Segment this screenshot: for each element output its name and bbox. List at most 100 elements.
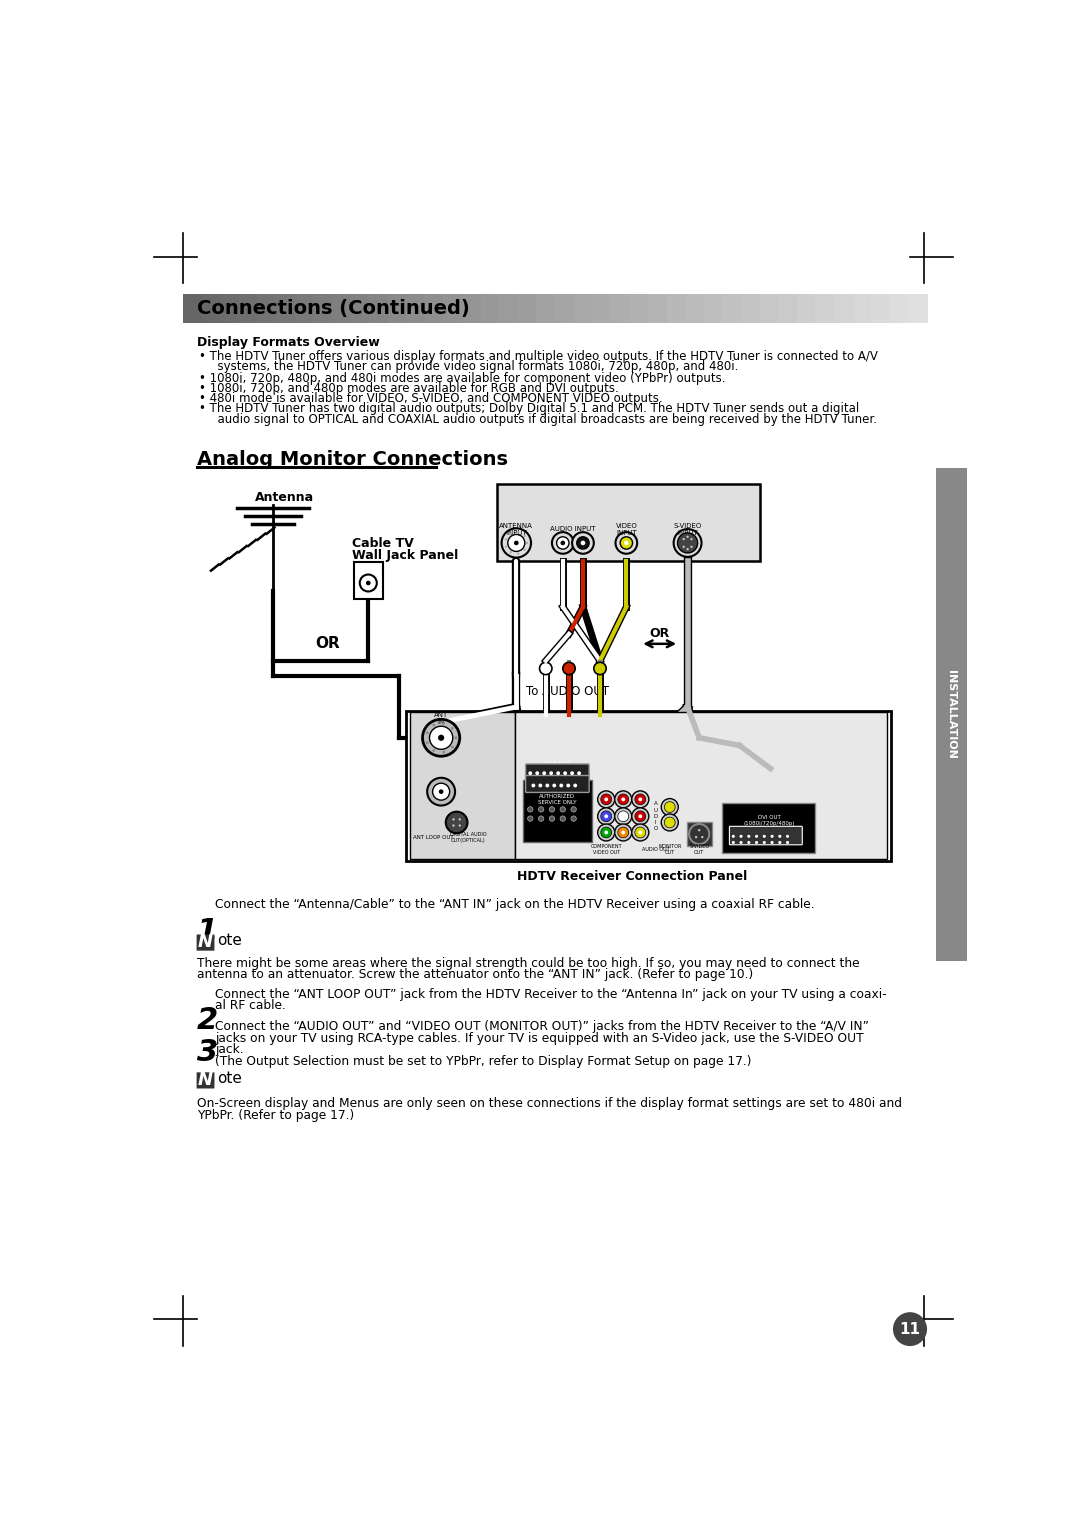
Circle shape: [635, 827, 646, 837]
Bar: [779, 295, 798, 322]
Bar: [630, 295, 649, 322]
Bar: [666, 295, 686, 322]
Text: 11: 11: [900, 1322, 920, 1337]
Circle shape: [536, 772, 539, 775]
Circle shape: [620, 536, 633, 549]
Bar: [202, 295, 221, 322]
Circle shape: [600, 811, 611, 822]
Circle shape: [687, 549, 689, 550]
Bar: [852, 295, 872, 322]
Text: On-Screen display and Menus are only seen on these connections if the display fo: On-Screen display and Menus are only see…: [197, 1097, 902, 1109]
Bar: [239, 295, 258, 322]
Circle shape: [566, 784, 570, 787]
Text: Connect the “Antenna/Cable” to the “ANT IN” jack on the HDTV Receiver using a co: Connect the “Antenna/Cable” to the “ANT …: [215, 897, 814, 911]
Circle shape: [451, 727, 454, 730]
Bar: [611, 295, 631, 322]
Circle shape: [451, 746, 454, 749]
Circle shape: [615, 824, 632, 840]
Circle shape: [545, 784, 550, 787]
Text: 3: 3: [197, 1038, 218, 1067]
FancyBboxPatch shape: [197, 1073, 215, 1088]
Circle shape: [577, 772, 581, 775]
Bar: [687, 822, 712, 845]
Circle shape: [779, 834, 781, 837]
Circle shape: [755, 834, 758, 837]
Text: Antenna: Antenna: [255, 490, 314, 504]
Text: Connect the “AUDIO OUT” and “VIDEO OUT (MONITOR OUT)” jacks from the HDTV Receiv: Connect the “AUDIO OUT” and “VIDEO OUT (…: [215, 1021, 868, 1033]
Circle shape: [638, 814, 643, 817]
Circle shape: [664, 802, 675, 813]
Circle shape: [446, 811, 468, 833]
Circle shape: [366, 581, 370, 585]
Circle shape: [459, 825, 461, 827]
FancyBboxPatch shape: [729, 827, 802, 845]
Bar: [834, 295, 853, 322]
Text: al RF cable.: al RF cable.: [215, 999, 286, 1012]
Circle shape: [550, 807, 555, 811]
Circle shape: [732, 834, 734, 837]
Circle shape: [505, 538, 508, 541]
Bar: [369, 295, 389, 322]
Text: systems, the HDTV Tuner can provide video signal formats 1080i, 720p, 480p, and : systems, the HDTV Tuner can provide vide…: [211, 361, 739, 373]
Circle shape: [505, 545, 508, 549]
Circle shape: [732, 840, 734, 843]
Bar: [515, 712, 887, 859]
Text: audio signal to OPTICAL and COAXIAL audio outputs if digital broadcasts are bein: audio signal to OPTICAL and COAXIAL audi…: [211, 413, 877, 426]
Text: DVI OUT
(1080i/720p/480p): DVI OUT (1080i/720p/480p): [743, 814, 795, 825]
Circle shape: [360, 575, 377, 591]
Text: 1: 1: [197, 917, 218, 946]
Circle shape: [698, 830, 700, 831]
Circle shape: [762, 840, 766, 843]
Bar: [332, 295, 351, 322]
Bar: [183, 295, 202, 322]
Bar: [444, 295, 463, 322]
Text: jacks on your TV using RCA-type cables. If your TV is equipped with an S-Video j: jacks on your TV using RCA-type cables. …: [215, 1031, 863, 1045]
FancyBboxPatch shape: [197, 935, 215, 950]
Bar: [523, 781, 592, 842]
Circle shape: [618, 795, 629, 805]
Circle shape: [559, 784, 563, 787]
Circle shape: [747, 834, 751, 837]
Circle shape: [632, 792, 649, 808]
Circle shape: [426, 732, 429, 733]
Text: Cable TV: Cable TV: [352, 538, 414, 550]
Circle shape: [689, 824, 710, 843]
Bar: [759, 295, 779, 322]
Bar: [555, 295, 575, 322]
Text: HDTV Receiver Connection Panel: HDTV Receiver Connection Panel: [516, 869, 747, 883]
Circle shape: [597, 792, 615, 808]
Bar: [257, 295, 276, 322]
Text: • The HDTV Tuner has two digital audio outputs; Dolby Digital 5.1 and PCM. The H: • The HDTV Tuner has two digital audio o…: [199, 402, 859, 416]
Circle shape: [683, 538, 685, 541]
Text: Connections (Continued): Connections (Continued): [197, 298, 470, 318]
Bar: [276, 295, 296, 322]
Circle shape: [571, 807, 577, 811]
Circle shape: [893, 1313, 927, 1346]
Circle shape: [443, 721, 445, 724]
Circle shape: [561, 807, 566, 811]
Bar: [462, 295, 482, 322]
Circle shape: [563, 772, 567, 775]
Bar: [573, 295, 593, 322]
Circle shape: [517, 553, 519, 555]
Text: (The Output Selection must be set to YPbPr, refer to Display Format Setup on pag: (The Output Selection must be set to YPb…: [215, 1054, 752, 1068]
Text: ANT
IN: ANT IN: [434, 712, 448, 724]
Bar: [872, 295, 891, 322]
Bar: [890, 295, 909, 322]
Circle shape: [459, 817, 461, 821]
Circle shape: [605, 814, 608, 817]
Text: COMPONENT
VIDEO OUT: COMPONENT VIDEO OUT: [591, 843, 622, 854]
Circle shape: [786, 834, 789, 837]
FancyBboxPatch shape: [526, 764, 590, 781]
Circle shape: [528, 772, 532, 775]
Bar: [424, 295, 444, 322]
Circle shape: [531, 784, 536, 787]
Text: Connect the “ANT LOOP OUT” jack from the HDTV Receiver to the “Antenna In” jack : Connect the “ANT LOOP OUT” jack from the…: [215, 987, 887, 1001]
Circle shape: [747, 840, 751, 843]
Bar: [685, 295, 704, 322]
Circle shape: [638, 798, 643, 801]
Circle shape: [701, 836, 703, 839]
Circle shape: [740, 840, 743, 843]
Text: 2: 2: [197, 1005, 218, 1034]
Circle shape: [556, 536, 569, 549]
